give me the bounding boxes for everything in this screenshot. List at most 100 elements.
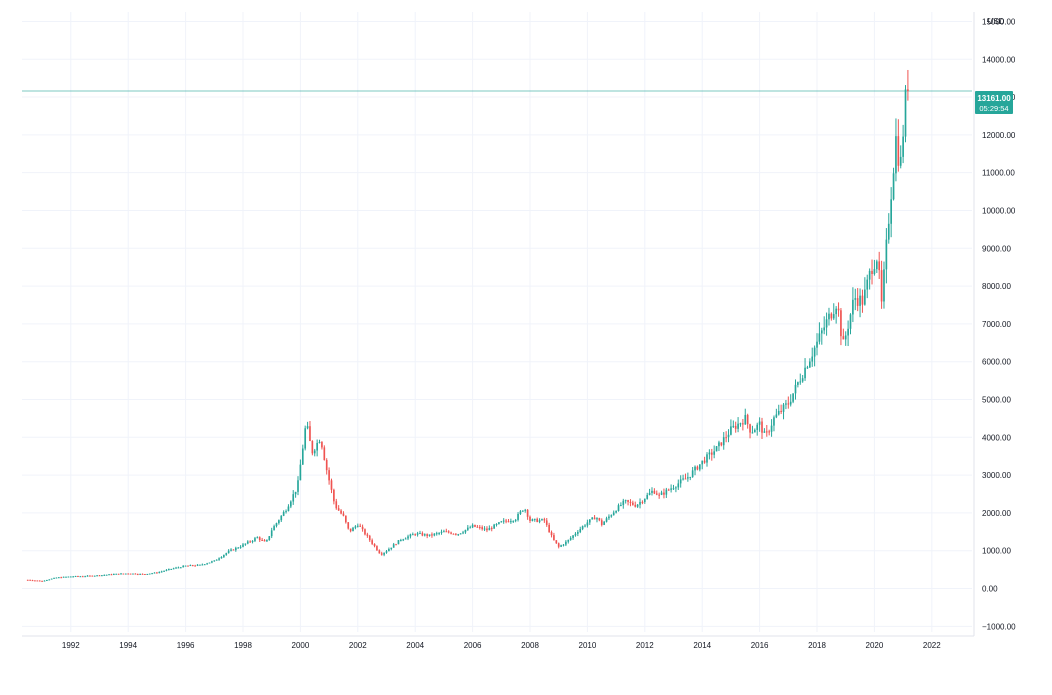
candle-body [675,487,677,489]
candle-body [316,442,318,451]
candle-body [605,518,608,522]
candle-body [215,559,218,561]
y-tick-label: 8000.00 [982,282,1011,291]
candle-body [517,513,519,520]
candle-body [67,576,70,578]
y-tick-label: 14000.00 [982,55,1016,64]
candle-body [433,533,436,536]
candle-body [632,502,634,505]
candle-body [813,347,816,357]
candle-body [225,553,228,555]
candle-body [780,410,782,412]
candle-body [230,549,232,551]
x-axis: 1992 1994 1996 1998 2000 2002 2004 2006 2008 2010… [62,641,941,650]
candle-body [507,521,510,523]
candle-body [694,466,696,471]
candle-body [596,518,598,520]
x-tick-label: 1998 [234,641,252,650]
candle-body [569,537,572,540]
x-tick-label: 2010 [579,641,597,650]
candle-body [218,558,220,560]
candle-body [899,156,902,166]
candle-body [311,441,314,454]
candle-body [160,571,163,573]
candle-body [93,575,96,577]
candle-body [581,526,584,529]
candle-body [287,506,290,512]
candle-body [658,494,660,496]
candle-body [266,540,268,542]
candle-body [742,423,744,425]
candle-body [323,447,326,461]
candle-body [366,534,369,536]
candle-body [426,534,428,536]
candle-body [347,522,350,529]
candle-body [885,239,888,270]
candle-body [91,575,94,577]
candle-body [730,426,732,435]
candle-body [541,519,543,521]
candle-body [36,580,39,582]
candle-body [414,534,417,536]
candle-body [199,564,201,566]
y-axis: 15000.0014000.0013000.0012000.0011000.00… [982,17,1016,631]
candle-body [847,328,849,336]
candle-body [48,579,51,581]
candle-body [390,547,393,550]
x-tick-label: 2006 [464,641,482,650]
candle-body [768,431,771,433]
candle-body [789,401,792,405]
y-tick-label: 1000.00 [982,547,1011,556]
candle-body [732,425,735,427]
candle-body [445,531,448,533]
x-tick-label: 2012 [636,641,654,650]
candle-body [373,543,376,547]
candle-body [227,550,230,554]
y-tick-label: −1000.00 [982,622,1016,631]
candle-body [206,563,208,565]
x-tick-label: 1992 [62,641,80,650]
candle-body [105,574,108,576]
x-tick-label: 2018 [808,641,826,650]
candle-body [643,498,646,503]
candle-body [165,569,168,571]
candle-body [904,89,907,137]
candle-body [553,535,555,541]
y-tick-label: 0.00 [982,585,998,594]
candle-body [782,404,785,412]
candle-body [588,519,591,523]
candle-body [447,531,450,533]
x-tick-label: 2008 [521,641,539,650]
candle-body [636,504,639,507]
candle-body [545,520,548,525]
candle-body [577,532,579,534]
candle-body [849,314,852,329]
candle-body [404,538,407,540]
candle-body [34,580,36,582]
candle-body [871,270,873,275]
candle-body [615,511,617,513]
candle-body [519,511,522,514]
candle-body [96,575,98,577]
candle-body [861,295,864,305]
candle-body [170,568,173,570]
candle-body [718,442,720,447]
y-tick-label: 2000.00 [982,509,1011,518]
candle-body [476,526,479,528]
candle-body [474,524,476,527]
candle-body [746,414,749,425]
candle-body [765,431,768,433]
candle-body [684,478,687,480]
candle-body [677,483,680,488]
candle-body [820,330,823,334]
candle-body [435,533,438,535]
candle-body [402,539,405,541]
price-badge-value: 13161.00 [977,94,1011,103]
candles [26,69,909,582]
y-tick-label: 3000.00 [982,471,1011,480]
candle-body [196,564,199,566]
candle-body [550,532,553,536]
candle-body [349,528,352,532]
candle-body [880,270,883,302]
candle-body [397,540,400,545]
